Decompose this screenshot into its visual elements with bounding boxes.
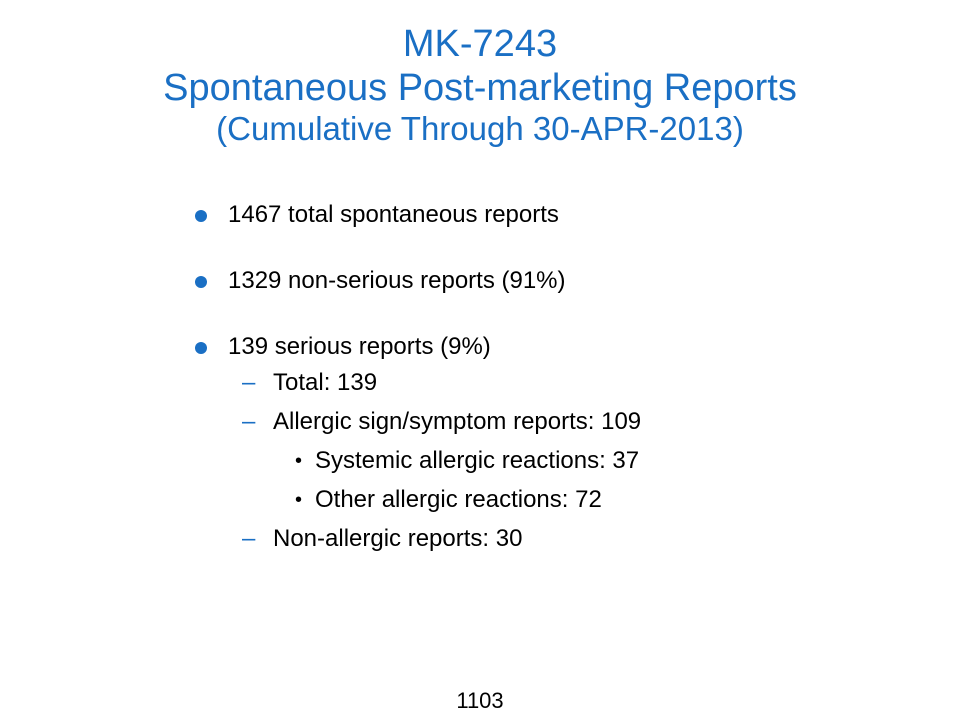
dash-marker: – [242, 408, 256, 435]
sub-item-text: Total: 139 [273, 369, 378, 396]
bullet-total-reports: 1467 total spontaneous reports [195, 200, 915, 230]
bullet-dot-icon [195, 342, 207, 354]
sub-sub-item-text: Other allergic reactions: 72 [315, 486, 602, 513]
bullet-non-serious-reports: 1329 non-serious reports (91%) [195, 266, 915, 296]
sub-item-non-allergic: – Non-allergic reports: 30 [195, 524, 915, 554]
bullet-list: 1467 total spontaneous reports 1329 non-… [195, 200, 915, 554]
dash-marker: – [242, 525, 256, 552]
bullet-dot-icon [195, 210, 207, 222]
title-line-2: Spontaneous Post-marketing Reports [163, 67, 797, 109]
small-bullet-marker: • [295, 489, 303, 511]
sub-item-allergic: – Allergic sign/symptom reports: 109 [195, 407, 915, 437]
sub-item-text: Allergic sign/symptom reports: 109 [273, 408, 642, 435]
small-bullet-marker: • [295, 450, 303, 472]
bullet-dot-icon [195, 276, 207, 288]
sub-sub-item-text: Systemic allergic reactions: 37 [315, 447, 640, 474]
slide-title: MK-7243 Spontaneous Post-marketing Repor… [0, 22, 960, 148]
sub-item-total: – Total: 139 [195, 368, 915, 398]
bullet-text: 139 serious reports (9%) [228, 333, 491, 360]
sub-sub-item-other: • Other allergic reactions: 72 [195, 485, 915, 515]
bullet-text: 1329 non-serious reports (91%) [228, 267, 566, 294]
page-number: 1103 [456, 688, 504, 713]
bullet-text: 1467 total spontaneous reports [228, 201, 559, 228]
sub-item-text: Non-allergic reports: 30 [273, 525, 523, 552]
sub-sub-item-systemic: • Systemic allergic reactions: 37 [195, 446, 915, 476]
bullet-serious-reports: 139 serious reports (9%) [195, 332, 915, 362]
dash-marker: – [242, 369, 256, 396]
title-line-3: (Cumulative Through 30-APR-2013) [216, 110, 744, 147]
title-line-1: MK-7243 [402, 23, 558, 65]
